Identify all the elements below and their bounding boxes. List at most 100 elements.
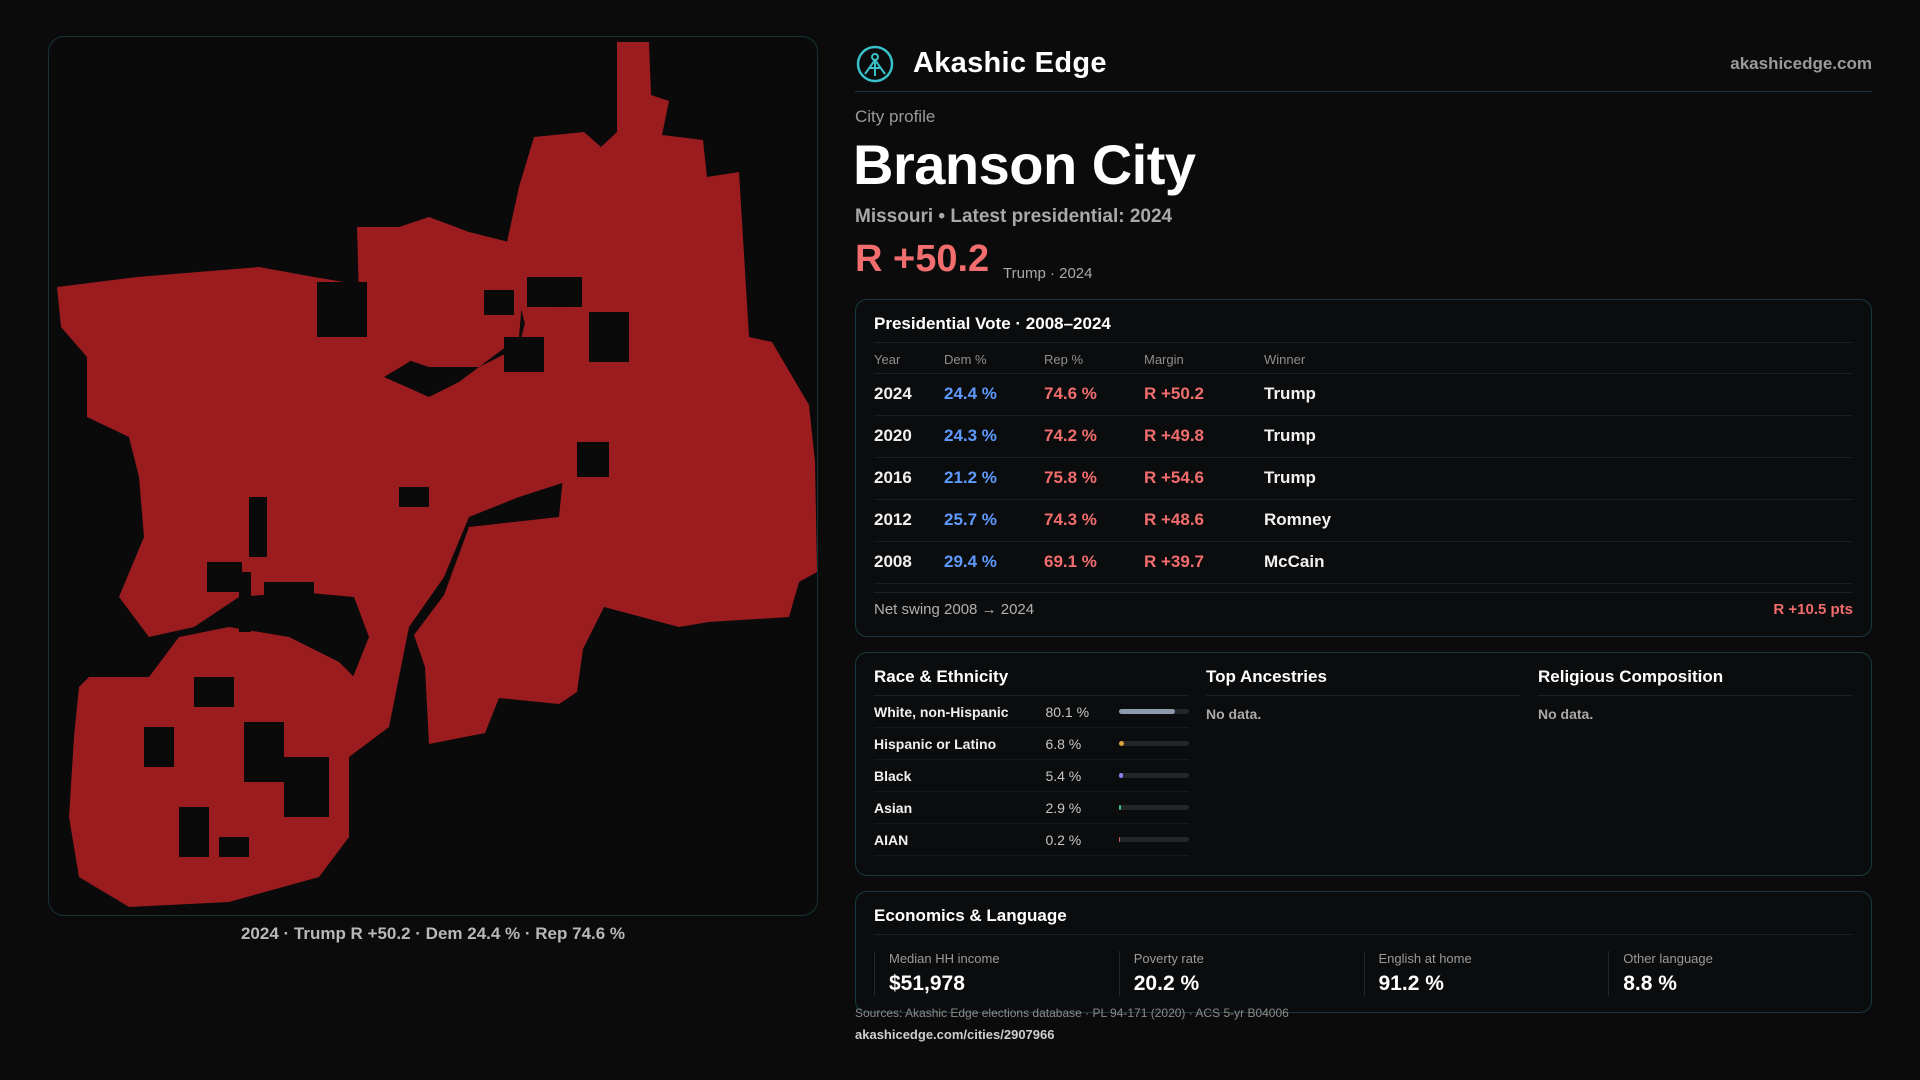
cell-winner: Trump	[1264, 457, 1853, 500]
religion-title: Religious Composition	[1538, 667, 1853, 696]
table-row: 2008 29.4 % 69.1 % R +39.7 McCain	[874, 541, 1853, 584]
demographics-card: Race & Ethnicity White, non-Hispanic 80.…	[855, 652, 1872, 876]
cell-year: 2008	[874, 541, 944, 584]
race-label: Hispanic or Latino	[874, 735, 997, 752]
header-rep: Rep %	[1044, 347, 1144, 374]
header-dem: Dem %	[944, 347, 1044, 374]
net-swing-value: R +10.5 pts	[1773, 601, 1853, 618]
race-bar-fill	[1119, 837, 1120, 842]
page-title: Branson City	[853, 133, 1196, 196]
header-year: Year	[874, 347, 944, 374]
header-margin: Margin	[1144, 347, 1264, 374]
race-pct: 5.4 %	[1045, 767, 1082, 784]
header-winner: Winner	[1264, 347, 1853, 374]
headline-margin: R +50.2	[855, 238, 990, 280]
cell-dem: 29.4 %	[944, 541, 1044, 584]
cell-rep: 69.1 %	[1044, 541, 1144, 584]
race-bar-fill	[1119, 741, 1124, 746]
vote-card-title: Presidential Vote · 2008–2024	[874, 314, 1853, 343]
race-bar-fill	[1119, 709, 1176, 714]
cell-margin: R +50.2	[1144, 373, 1264, 416]
race-label: Black	[874, 767, 912, 784]
stat-value: $51,978	[889, 972, 965, 995]
cell-margin: R +48.6	[1144, 499, 1264, 542]
race-bar	[1119, 773, 1189, 778]
city-subline: Missouri • Latest presidential: 2024	[855, 206, 1173, 227]
stat-label: Other language	[1623, 951, 1713, 966]
economics-card: Economics & Language Median HH income $5…	[855, 891, 1872, 1013]
cell-winner: Trump	[1264, 415, 1853, 458]
cell-dem: 24.4 %	[944, 373, 1044, 416]
race-pct: 6.8 %	[1045, 735, 1082, 752]
cell-margin: R +54.6	[1144, 457, 1264, 500]
presidential-vote-card: Presidential Vote · 2008–2024 Year Dem %…	[855, 299, 1872, 637]
map-holes	[144, 277, 629, 857]
cell-dem: 25.7 %	[944, 499, 1044, 542]
map-caption: 2024 · Trump R +50.2 · Dem 24.4 % · Rep …	[240, 924, 626, 943]
religion-section: Religious Composition No data.	[1538, 667, 1853, 722]
cell-rep: 74.3 %	[1044, 499, 1144, 542]
table-row: 2020 24.3 % 74.2 % R +49.8 Trump	[874, 415, 1853, 458]
site-link[interactable]: akashicedge.com	[1730, 53, 1872, 73]
table-row: 2024 24.4 % 74.6 % R +50.2 Trump	[874, 373, 1853, 416]
race-list: White, non-Hispanic 80.1 % Hispanic or L…	[874, 696, 1189, 856]
cell-margin: R +39.7	[1144, 541, 1264, 584]
stat-english-at-home: English at home 91.2 %	[1363, 951, 1609, 996]
cell-year: 2024	[874, 373, 944, 416]
stat-value: 91.2 %	[1378, 972, 1444, 995]
city-boundary-map	[57, 42, 817, 907]
race-row: Asian 2.9 %	[874, 792, 1189, 824]
stat-label: Median HH income	[889, 951, 1000, 966]
race-bar	[1119, 805, 1189, 810]
net-swing-label: Net swing 2008 → 2024	[874, 601, 1035, 618]
ancestries-section: Top Ancestries No data.	[1206, 667, 1521, 722]
race-pct: 2.9 %	[1045, 799, 1082, 816]
page-eyebrow: City profile	[855, 107, 936, 126]
headline-margin-note: Trump · 2024	[1003, 265, 1093, 282]
sources-note: Sources: Akashic Edge elections database…	[855, 1006, 1289, 1020]
economics-stats: Median HH income $51,978 Poverty rate 20…	[874, 951, 1853, 996]
cell-winner: McCain	[1264, 541, 1853, 584]
vote-table: Year Dem % Rep % Margin Winner 2024 24.4…	[874, 347, 1853, 584]
stat-value: 20.2 %	[1133, 972, 1200, 995]
race-pct: 0.2 %	[1045, 831, 1082, 848]
site-header: Akashic Edge akashicedge.com	[855, 36, 1872, 92]
race-row: AIAN 0.2 %	[874, 824, 1189, 856]
cell-dem: 24.3 %	[944, 415, 1044, 458]
table-row: 2012 25.7 % 74.3 % R +48.6 Romney	[874, 499, 1853, 542]
city-map	[48, 36, 818, 916]
race-label: White, non-Hispanic	[874, 703, 1009, 720]
race-label: Asian	[874, 799, 913, 816]
race-row: Black 5.4 %	[874, 760, 1189, 792]
city-boundary-shape	[57, 42, 817, 907]
race-bar-fill	[1119, 773, 1123, 778]
cell-winner: Romney	[1264, 499, 1853, 542]
stat-other-language: Other language 8.8 %	[1608, 951, 1853, 996]
stat-label: Poverty rate	[1133, 951, 1204, 966]
stat-label: English at home	[1378, 951, 1472, 966]
brand-logo-icon[interactable]	[855, 44, 895, 84]
race-bar-fill	[1119, 805, 1122, 810]
race-row: White, non-Hispanic 80.1 %	[874, 696, 1189, 728]
ancestries-empty: No data.	[1206, 706, 1262, 722]
cell-rep: 75.8 %	[1044, 457, 1144, 500]
race-bar	[1119, 709, 1189, 714]
race-label: AIAN	[874, 831, 909, 848]
race-bar	[1119, 837, 1189, 842]
ancestries-title: Top Ancestries	[1206, 667, 1521, 696]
religion-empty: No data.	[1538, 706, 1594, 722]
vote-table-header: Year Dem % Rep % Margin Winner	[874, 347, 1853, 374]
cell-rep: 74.2 %	[1044, 415, 1144, 458]
economics-title: Economics & Language	[874, 906, 1853, 935]
race-ethnicity-section: Race & Ethnicity White, non-Hispanic 80.…	[874, 667, 1189, 856]
net-swing: Net swing 2008 → 2024 R +10.5 pts	[874, 592, 1853, 618]
stat-median-income: Median HH income $51,978	[874, 951, 1119, 996]
cell-dem: 21.2 %	[944, 457, 1044, 500]
race-bar	[1119, 741, 1189, 746]
stat-poverty-rate: Poverty rate 20.2 %	[1118, 951, 1364, 996]
cell-year: 2020	[874, 415, 944, 458]
brand-name[interactable]: Akashic Edge	[913, 47, 1107, 79]
table-row: 2016 21.2 % 75.8 % R +54.6 Trump	[874, 457, 1853, 500]
stat-value: 8.8 %	[1623, 972, 1677, 995]
page-url-link[interactable]: akashicedge.com/cities/2907966	[855, 1027, 1055, 1042]
